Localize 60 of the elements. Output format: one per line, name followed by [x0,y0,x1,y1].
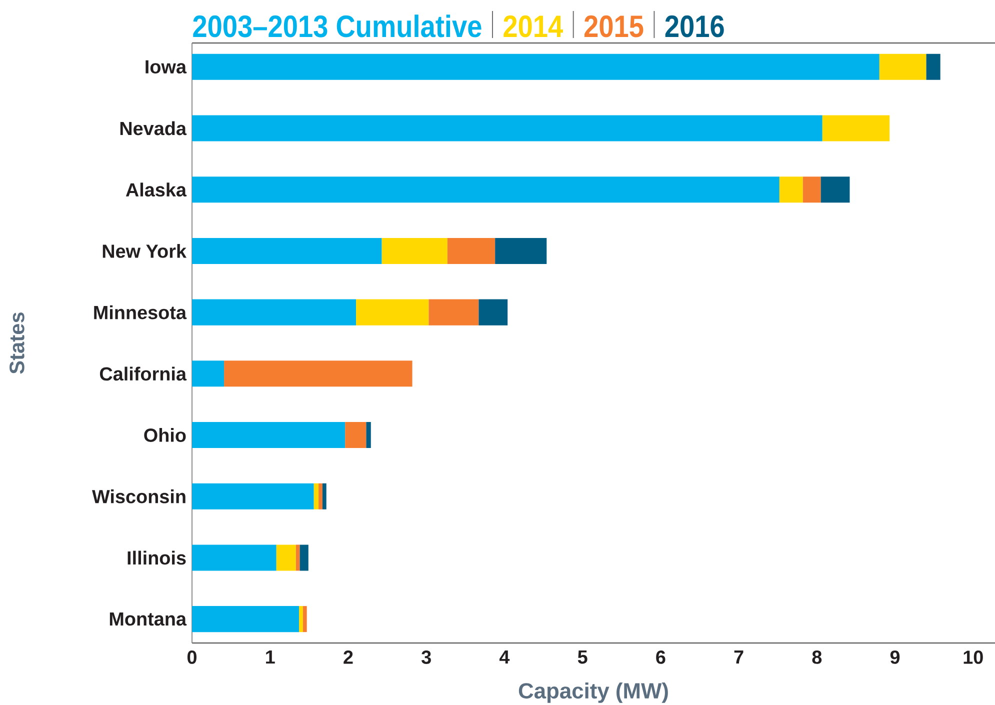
bar [224,360,412,387]
x-tick-label: 0 [187,650,196,664]
bar [192,360,224,387]
y-tick-label: Minnesota [94,305,187,320]
text: 2014 [504,15,563,38]
x-axis-title: Capacity (MW) [518,682,668,703]
x-tick-label: 9 [890,650,900,664]
bar [382,238,448,264]
bar [192,238,382,264]
x-tick-label: 3 [422,650,431,664]
y-axis-title: States [10,312,24,374]
x-tick-label: 1 [266,650,275,664]
bar [300,544,308,571]
x-tick-label: 7 [734,650,744,664]
y-tick-label: Nevada [120,121,187,136]
x-tick-label: 6 [656,650,666,664]
y-tick-label: Ohio [144,428,186,442]
bar [879,54,926,80]
bar [318,483,322,510]
text: 2015 [584,15,644,38]
bar [299,606,303,632]
bar [192,422,346,448]
bar [926,54,940,80]
bar [345,422,366,448]
x-tick-label: 4 [499,650,510,664]
y-tick-label: Alaska [126,182,187,197]
y-tick-label: Iowa [146,60,187,74]
x-tick-label: 10 [964,650,983,664]
y-tick-label: California [100,366,187,381]
x-tick-label: 8 [812,650,822,664]
x-tick-label: 5 [578,650,588,664]
bar [192,606,300,632]
y-tick-label: Wisconsin [92,489,186,504]
bar [428,299,479,326]
y-tick-label: Illinois [128,550,186,565]
bar [192,54,880,80]
bar [192,544,276,571]
y-tick-label: New York [102,244,187,258]
bar [296,544,300,571]
series-label: 2003–2013 Cumulative [193,14,482,38]
bar [779,176,803,203]
bar [322,483,326,510]
text: 2016 [665,15,724,38]
bar [366,422,371,448]
bar [276,544,296,571]
x-tick-label: 2 [344,650,353,664]
bar [478,299,508,326]
bar [495,238,547,264]
bar [192,176,780,203]
bar [314,483,319,510]
bar [192,483,314,510]
bar [447,238,496,264]
bar [192,115,822,142]
y-tick-label: Montana [110,612,187,626]
bar [820,176,850,203]
bar [302,606,307,632]
bar [192,299,356,326]
bar [356,299,429,326]
bar [822,115,890,142]
bar [802,176,821,203]
